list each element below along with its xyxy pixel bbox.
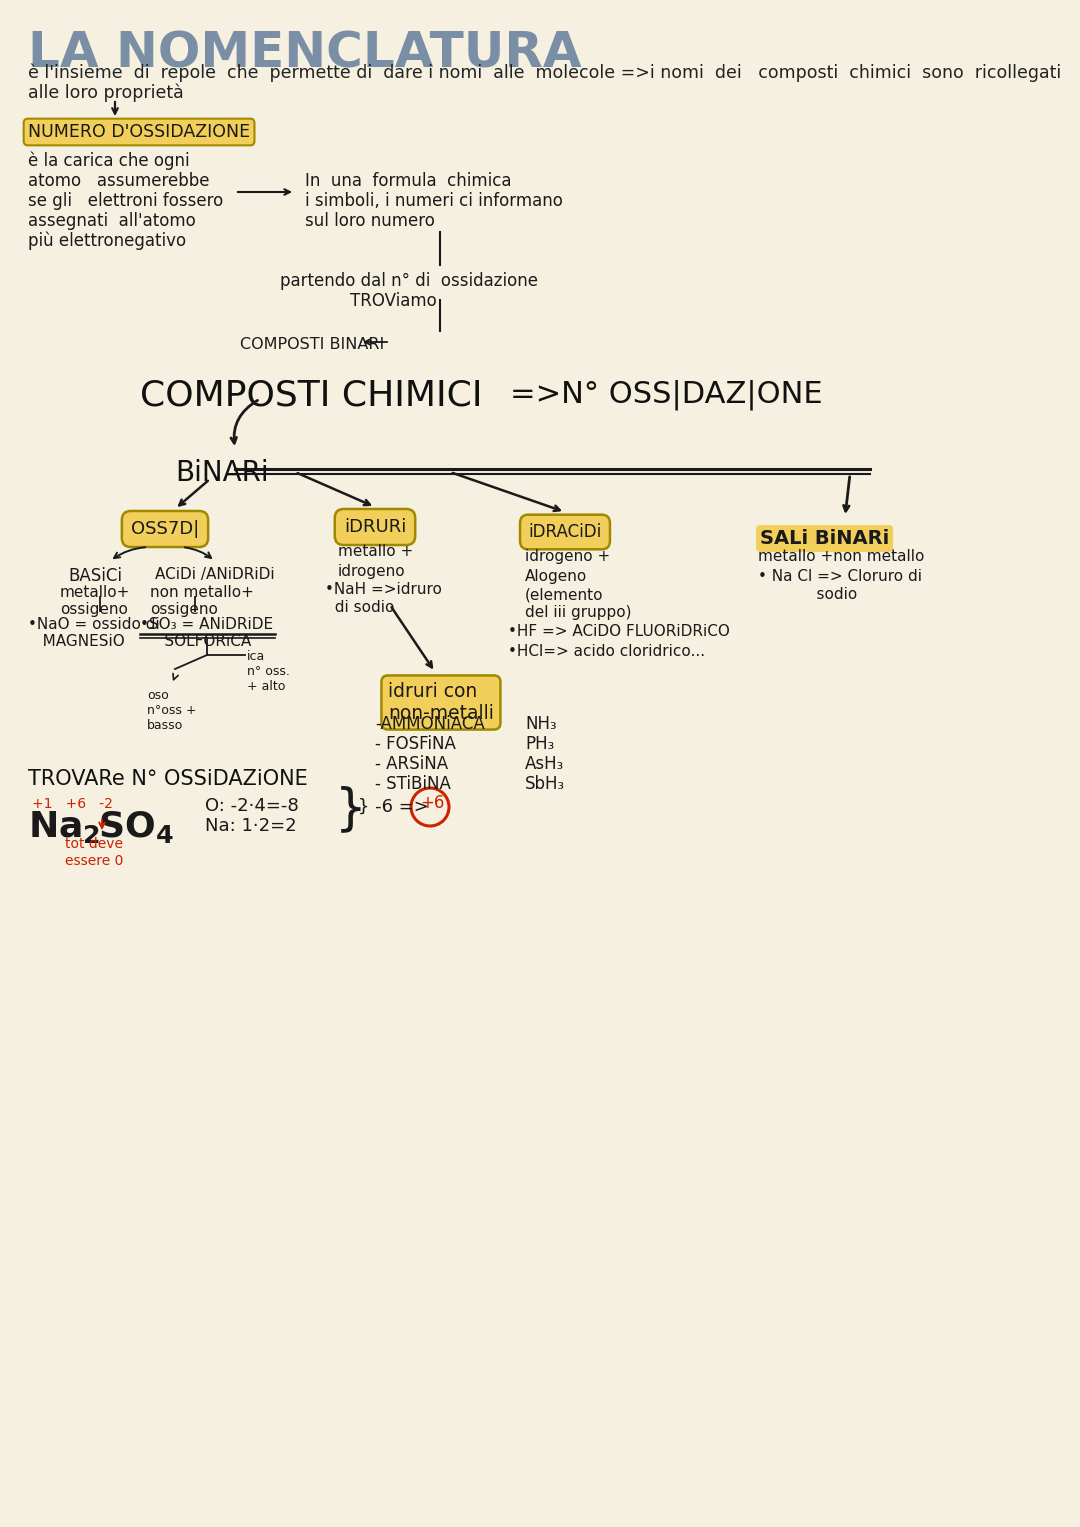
- Text: NUMERO D'OSSIDAZIONE: NUMERO D'OSSIDAZIONE: [28, 124, 251, 140]
- Text: assegnati  all'atomo: assegnati all'atomo: [28, 212, 195, 231]
- Text: - STiBiNA: - STiBiNA: [375, 776, 450, 793]
- Text: metallo+
ossigeno: metallo+ ossigeno: [60, 585, 131, 617]
- Text: =>N° OSS|DAZ|ONE: =>N° OSS|DAZ|ONE: [510, 379, 823, 409]
- Text: +1   +6   -2: +1 +6 -2: [32, 797, 113, 811]
- Text: i simboli, i numeri ci informano: i simboli, i numeri ci informano: [305, 192, 563, 211]
- Text: atomo   assumerebbe: atomo assumerebbe: [28, 173, 210, 189]
- Text: SbH₃: SbH₃: [525, 776, 565, 793]
- Text: metallo +non metallo: metallo +non metallo: [758, 550, 924, 563]
- Text: idrogeno +: idrogeno +: [525, 550, 610, 563]
- Text: $\mathbf{SO_4}$: $\mathbf{SO_4}$: [98, 809, 174, 844]
- Text: - FOSFiNA: - FOSFiNA: [375, 734, 456, 753]
- Text: partendo dal n° di  ossidazione: partendo dal n° di ossidazione: [280, 272, 538, 290]
- Text: $\mathbf{Na_2}$: $\mathbf{Na_2}$: [28, 809, 100, 844]
- Text: idrogeno: idrogeno: [338, 563, 406, 579]
- Text: oso
n°oss +
basso: oso n°oss + basso: [147, 689, 197, 731]
- Text: •NaO = ossido di
   MAGNESiO: •NaO = ossido di MAGNESiO: [28, 617, 160, 649]
- Text: se gli   elettroni fossero: se gli elettroni fossero: [28, 192, 224, 211]
- Text: Alogeno: Alogeno: [525, 570, 588, 583]
- Text: }: }: [335, 785, 367, 834]
- Text: essere 0: essere 0: [65, 854, 123, 867]
- Text: è l'insieme  di  repole  che  permette di  dare i nomi  alle  molecole =>i nomi : è l'insieme di repole che permette di da…: [28, 64, 1062, 82]
- Text: •HF => ACiDO FLUORiDRiCO: •HF => ACiDO FLUORiDRiCO: [508, 625, 730, 638]
- Text: alle loro proprietà: alle loro proprietà: [28, 84, 184, 102]
- Text: •HCl=> acido cloridrico...: •HCl=> acido cloridrico...: [508, 644, 705, 660]
- Text: PH₃: PH₃: [525, 734, 554, 753]
- Text: metallo +: metallo +: [338, 544, 414, 559]
- Text: TROVARe N° OSSiDAZiONE: TROVARe N° OSSiDAZiONE: [28, 770, 308, 789]
- Text: SALi BiNARi: SALi BiNARi: [760, 528, 889, 548]
- Text: sul loro numero: sul loro numero: [305, 212, 435, 231]
- Text: più elettronegativo: più elettronegativo: [28, 232, 186, 250]
- Text: •NaH =>idruro: •NaH =>idruro: [325, 582, 442, 597]
- Text: iDRURi: iDRURi: [343, 518, 406, 536]
- Text: } -6 =>: } -6 =>: [357, 799, 429, 815]
- Text: NH₃: NH₃: [525, 715, 556, 733]
- Text: tot deve: tot deve: [65, 837, 123, 851]
- Text: ica
n° oss.
+ alto: ica n° oss. + alto: [247, 651, 289, 693]
- Text: LA NOMENCLATURA: LA NOMENCLATURA: [28, 29, 582, 76]
- Text: è la carica che ogni: è la carica che ogni: [28, 153, 190, 171]
- Text: di sodio: di sodio: [325, 600, 394, 615]
- Text: non metallo+
ossigeno: non metallo+ ossigeno: [150, 585, 254, 617]
- Text: • Na Cl => Cloruro di: • Na Cl => Cloruro di: [758, 570, 922, 583]
- Text: COMPOSTI BINARI: COMPOSTI BINARI: [240, 337, 384, 353]
- Text: •SO₃ = ANiDRiDE
     SOLFORiCA: •SO₃ = ANiDRiDE SOLFORiCA: [140, 617, 273, 649]
- Text: del iii gruppo): del iii gruppo): [525, 605, 632, 620]
- Text: OSS7D|: OSS7D|: [131, 521, 199, 538]
- Text: In  una  formula  chimica: In una formula chimica: [305, 173, 512, 189]
- Text: BiNARi: BiNARi: [175, 460, 269, 487]
- Text: -AMMONiACA: -AMMONiACA: [375, 715, 485, 733]
- Text: TROViamo: TROViamo: [350, 292, 436, 310]
- Text: COMPOSTI CHIMICI: COMPOSTI CHIMICI: [140, 379, 483, 412]
- Text: O: -2·4=-8: O: -2·4=-8: [205, 797, 299, 815]
- Text: idruri con
non-metalli: idruri con non-metalli: [388, 683, 494, 722]
- Text: sodio: sodio: [758, 586, 858, 602]
- Text: (elemento: (elemento: [525, 586, 604, 602]
- Text: Na: 1·2=2: Na: 1·2=2: [205, 817, 297, 835]
- Text: iDRACiDi: iDRACiDi: [528, 524, 602, 541]
- Text: BASiCi: BASiCi: [68, 567, 122, 585]
- Text: - ARSiNA: - ARSiNA: [375, 754, 448, 773]
- Text: ACiDi /ANiDRiDi: ACiDi /ANiDRiDi: [156, 567, 274, 582]
- Text: AsH₃: AsH₃: [525, 754, 564, 773]
- Text: +6: +6: [420, 794, 444, 812]
